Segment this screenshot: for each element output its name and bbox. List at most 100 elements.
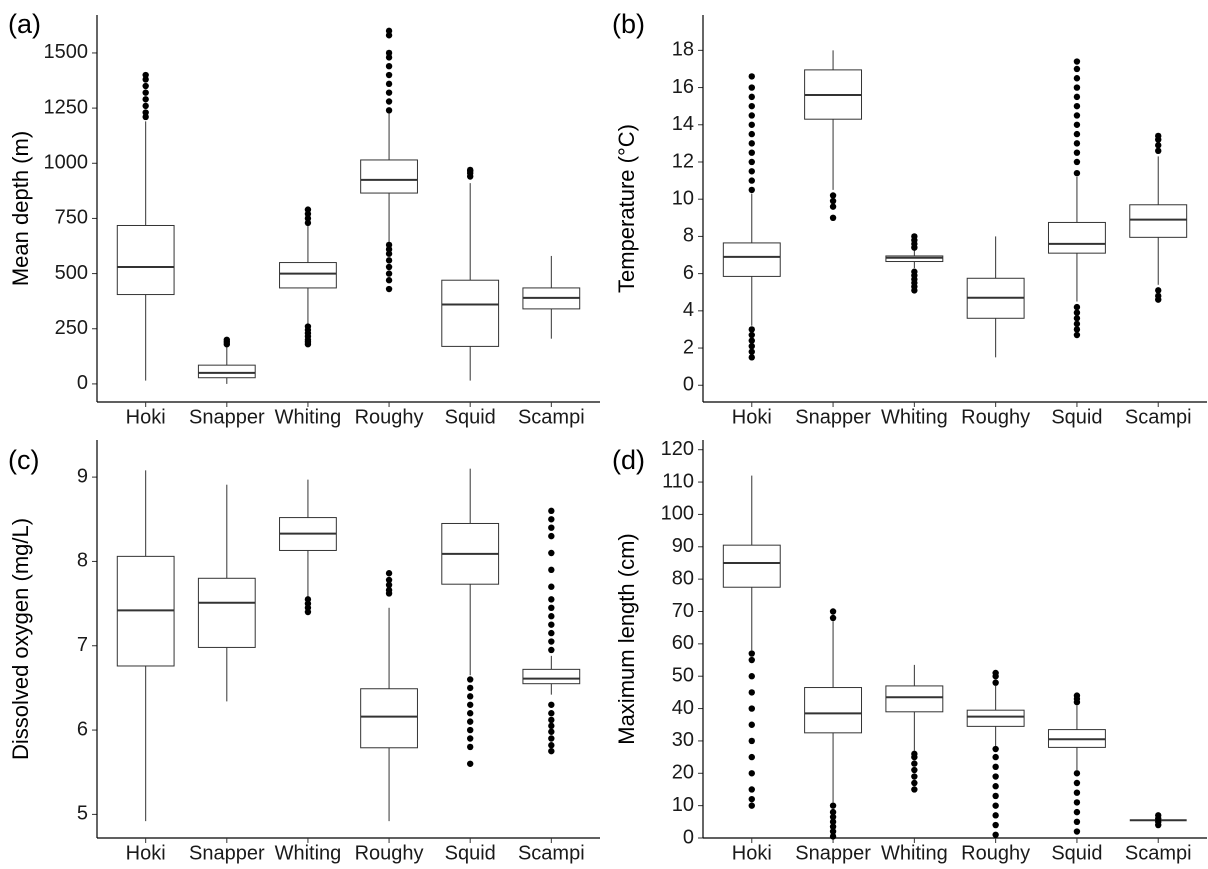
outlier [385, 270, 393, 277]
outlier [748, 149, 755, 156]
y-tick-label: 8 [683, 225, 694, 247]
outlier [911, 268, 918, 275]
outlier [748, 186, 755, 194]
outlier [385, 285, 393, 293]
y-tick-label: 10 [672, 187, 694, 209]
outlier [1073, 818, 1081, 826]
panel: (a) Mean depth (m) 0 250 500 750 1000 1250 1500 H… [8, 9, 600, 428]
y-tick-label: 30 [672, 729, 694, 751]
x-tick-label: Hoki [732, 406, 772, 428]
outlier [992, 821, 999, 829]
outlier [829, 808, 837, 816]
x-tick-label: Whiting [275, 406, 342, 428]
outlier [748, 342, 755, 350]
outlier [466, 760, 474, 767]
y-tick-label: 4 [683, 299, 694, 321]
outlier [548, 629, 555, 637]
outlier [466, 693, 474, 700]
x-tick-label: Roughy [355, 842, 424, 864]
x-tick-label: Roughy [355, 406, 424, 428]
outlier [548, 722, 555, 730]
outlier [911, 786, 918, 793]
outlier [548, 646, 555, 654]
y-tick-label: 0 [683, 374, 694, 396]
outlier [992, 753, 999, 761]
outlier [748, 121, 755, 128]
y-tick-label: 70 [672, 600, 694, 622]
outlier [748, 130, 755, 138]
outlier [748, 802, 755, 809]
outlier [1073, 303, 1081, 311]
y-tick-label: 1500 [44, 41, 89, 63]
outlier [748, 650, 755, 657]
outlier [911, 766, 918, 774]
outlier [748, 354, 755, 361]
x-tick-label: Hoki [732, 842, 772, 864]
x-tick-label: Scampi [1125, 406, 1192, 428]
outlier [548, 507, 555, 515]
outlier [142, 89, 149, 96]
outlier [142, 113, 149, 121]
y-tick-label: 6 [683, 262, 694, 284]
outlier [1073, 93, 1081, 101]
outlier [748, 158, 755, 166]
x-tick-label: Scampi [1125, 842, 1192, 864]
outlier [1073, 320, 1081, 328]
outlier [385, 576, 393, 584]
outlier [385, 49, 393, 57]
y-tick-label: 18 [672, 39, 694, 61]
outlier [748, 93, 755, 101]
outlier [1073, 112, 1081, 119]
outlier [385, 62, 393, 70]
x-tick-label: Snapper [189, 842, 265, 864]
y-tick-label: 6 [77, 718, 88, 740]
outlier [748, 673, 755, 680]
outlier [829, 813, 837, 821]
x-tick-label: Squid [1051, 406, 1102, 428]
y-tick-label: 250 [55, 317, 88, 339]
outlier [829, 823, 837, 830]
outlier [1073, 130, 1081, 138]
box [1047, 221, 1106, 254]
outlier [385, 107, 393, 114]
outlier [829, 203, 837, 210]
outlier [829, 828, 837, 835]
panel: (b) Temperature (°C) 0 2 4 6 8 10 12 14 16 18 Hoki Sn… [612, 9, 1207, 428]
outlier [829, 608, 837, 615]
outlier [466, 676, 474, 683]
outlier [829, 214, 837, 222]
outlier [1073, 770, 1081, 777]
outlier [385, 570, 393, 577]
outlier [548, 583, 555, 590]
y-tick-label: 1000 [44, 152, 89, 174]
y-tick-label: 100 [661, 503, 694, 525]
outlier [1073, 149, 1081, 156]
outlier [223, 336, 231, 343]
x-tick-label: Scampi [518, 842, 585, 864]
x-tick-label: Roughy [961, 406, 1030, 428]
outlier [1073, 140, 1081, 147]
outlier [385, 27, 393, 35]
outlier [548, 524, 555, 531]
outlier [1073, 84, 1081, 91]
x-tick-label: Squid [445, 842, 496, 864]
outlier [548, 728, 555, 735]
outlier [548, 747, 555, 755]
y-axis-title: Temperature (°C) [614, 124, 639, 293]
y-tick-label: 40 [672, 697, 694, 719]
outlier [385, 246, 393, 253]
y-tick-label: 110 [662, 470, 694, 492]
outlier [748, 331, 755, 339]
outlier [1073, 692, 1081, 699]
y-tick-label: 50 [672, 664, 694, 686]
outlier [385, 32, 393, 39]
outlier [1073, 315, 1081, 322]
x-tick-label: Squid [445, 406, 496, 428]
outlier [304, 219, 312, 227]
outlier [142, 96, 149, 103]
outlier [992, 831, 999, 838]
outlier [748, 721, 755, 728]
outlier [748, 102, 755, 110]
outlier [992, 669, 999, 677]
